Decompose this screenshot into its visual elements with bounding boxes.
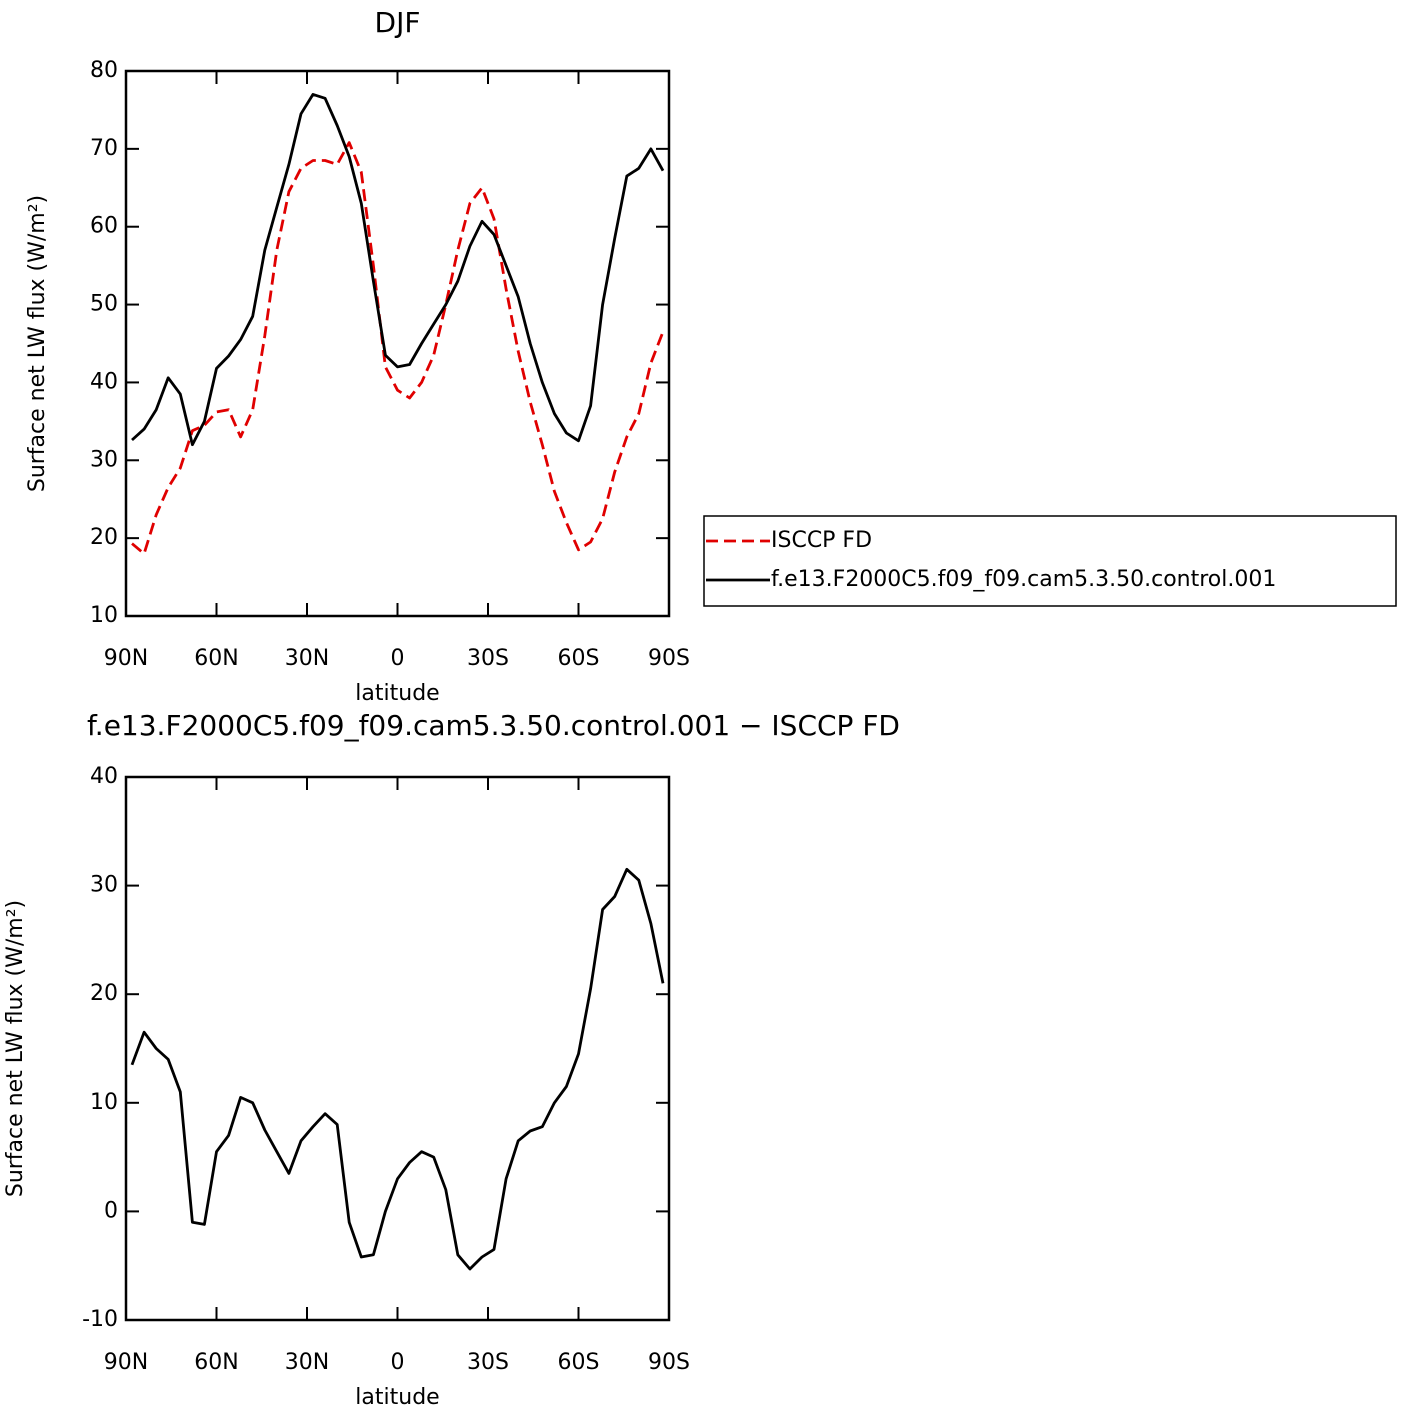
- x-tick-label: 0: [391, 646, 405, 671]
- data-line: [130, 867, 665, 1271]
- x-tick-label: 90S: [648, 646, 690, 671]
- x-tick-label: 60N: [194, 1350, 238, 1375]
- x-tick-label: 30S: [467, 1350, 509, 1375]
- y-tick-label: 40: [90, 369, 118, 394]
- legend-label: ISCCP FD: [771, 528, 872, 553]
- y-tick-label: 10: [90, 603, 118, 628]
- x-axis-label: latitude: [355, 681, 439, 706]
- chart-title: DJF: [375, 6, 421, 39]
- y-tick-label: 50: [90, 292, 118, 317]
- x-tick-label: 90N: [104, 646, 148, 671]
- x-tick-label: 60N: [194, 646, 238, 671]
- plot-frame: [124, 775, 671, 1322]
- y-tick-label: 20: [90, 525, 118, 550]
- x-tick-label: 60S: [558, 646, 600, 671]
- y-tick-label: 30: [90, 873, 118, 898]
- y-tick-label: 80: [90, 58, 118, 83]
- x-tick-label: 90S: [648, 1350, 690, 1375]
- x-tick-label: 0: [391, 1350, 405, 1375]
- y-tick-label: 70: [90, 136, 118, 161]
- y-tick-label: 20: [90, 981, 118, 1006]
- chart-title: f.e13.F2000C5.f09_f09.cam5.3.50.control.…: [87, 709, 900, 742]
- x-tick-label: 60S: [558, 1350, 600, 1375]
- data-line: [131, 141, 665, 556]
- x-tick-label: 90N: [104, 1350, 148, 1375]
- legend-label: f.e13.F2000C5.f09_f09.cam5.3.50.control.…: [771, 567, 1276, 592]
- y-tick-label: 10: [90, 1090, 118, 1115]
- x-tick-label: 30N: [285, 646, 329, 671]
- y-tick-label: -10: [82, 1307, 118, 1332]
- y-tick-label: 0: [104, 1198, 118, 1223]
- x-tick-label: 30S: [467, 646, 509, 671]
- x-tick-label: 30N: [285, 1350, 329, 1375]
- y-tick-label: 40: [90, 764, 118, 789]
- y-axis-label: Surface net LW flux (W/m²): [3, 900, 28, 1197]
- y-axis-label: Surface net LW flux (W/m²): [25, 195, 50, 492]
- y-tick-label: 60: [90, 214, 118, 239]
- y-tick-label: 30: [90, 447, 118, 472]
- legend-box: [703, 515, 1397, 607]
- data-line: [131, 93, 665, 447]
- plot-frame: [124, 69, 671, 618]
- x-axis-label: latitude: [355, 1385, 439, 1410]
